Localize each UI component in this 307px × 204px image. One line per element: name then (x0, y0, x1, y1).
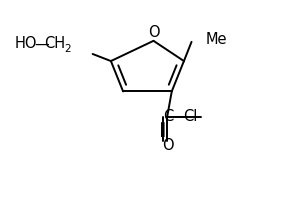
Text: CH: CH (44, 36, 65, 51)
Text: Cl: Cl (183, 108, 197, 123)
Text: HO: HO (15, 36, 37, 51)
Text: O: O (162, 138, 174, 153)
Text: 2: 2 (64, 44, 70, 54)
Text: C: C (164, 108, 174, 123)
Text: —: — (173, 108, 188, 123)
Text: ∥: ∥ (159, 122, 167, 137)
Text: O: O (148, 25, 159, 40)
Text: —: — (34, 36, 49, 51)
Text: Me: Me (205, 32, 227, 47)
